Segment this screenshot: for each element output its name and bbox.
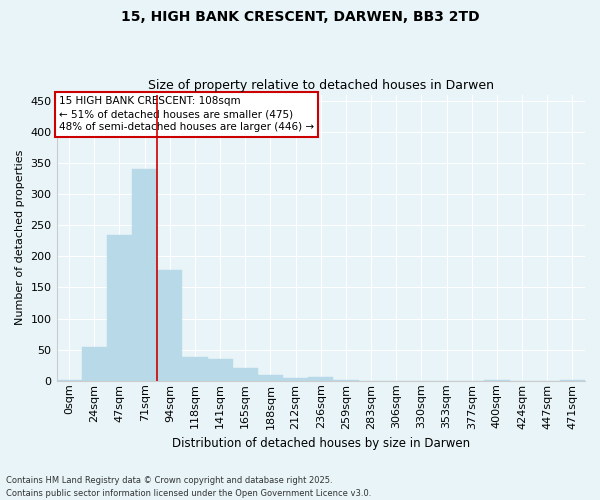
Bar <box>56 380 82 381</box>
Text: Contains HM Land Registry data © Crown copyright and database right 2025.
Contai: Contains HM Land Registry data © Crown c… <box>6 476 371 498</box>
Bar <box>334 380 359 381</box>
Bar <box>283 378 308 381</box>
Bar <box>132 169 157 381</box>
Bar <box>157 270 182 381</box>
Bar <box>560 380 585 381</box>
X-axis label: Distribution of detached houses by size in Darwen: Distribution of detached houses by size … <box>172 437 470 450</box>
Bar <box>182 357 208 381</box>
Y-axis label: Number of detached properties: Number of detached properties <box>15 150 25 326</box>
Text: 15 HIGH BANK CRESCENT: 108sqm
← 51% of detached houses are smaller (475)
48% of : 15 HIGH BANK CRESCENT: 108sqm ← 51% of d… <box>59 96 314 132</box>
Bar <box>484 380 509 381</box>
Bar <box>107 234 132 381</box>
Text: 15, HIGH BANK CRESCENT, DARWEN, BB3 2TD: 15, HIGH BANK CRESCENT, DARWEN, BB3 2TD <box>121 10 479 24</box>
Bar <box>233 368 258 381</box>
Bar <box>82 346 107 381</box>
Bar <box>208 359 233 381</box>
Bar <box>308 377 334 381</box>
Bar <box>258 374 283 381</box>
Title: Size of property relative to detached houses in Darwen: Size of property relative to detached ho… <box>148 79 494 92</box>
